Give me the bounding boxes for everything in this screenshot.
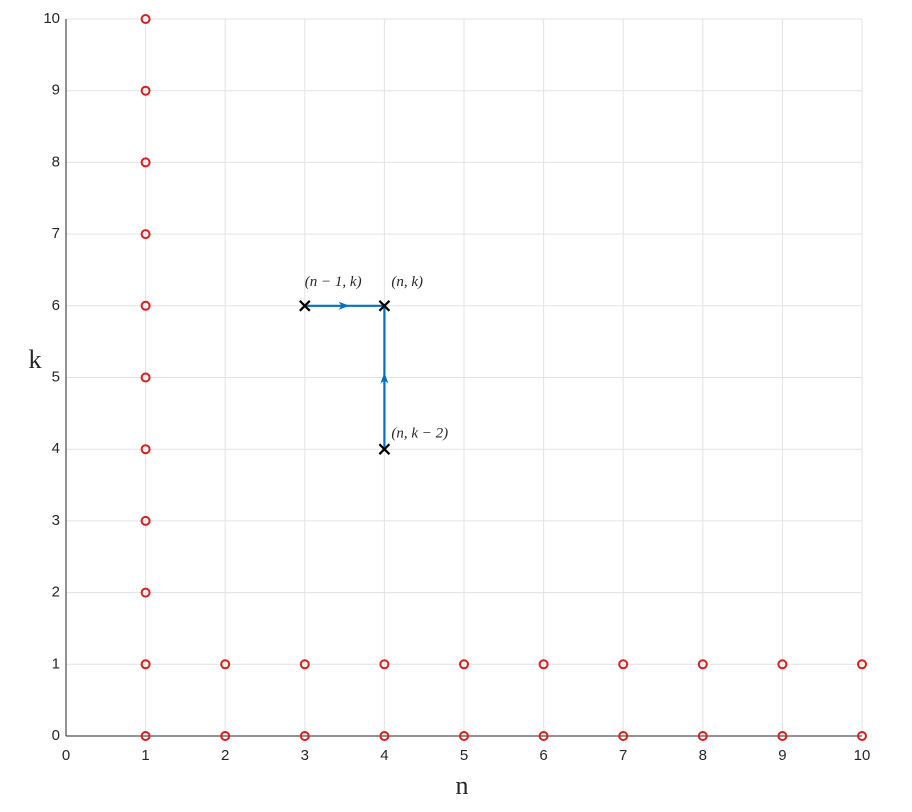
point [140,731,151,741]
point [140,157,151,168]
y-tick-label: 10 [43,10,60,27]
point [220,731,231,741]
point [777,659,788,670]
y-tick-label: 2 [52,584,60,601]
point [379,731,390,741]
y-tick-label: 6 [52,297,60,314]
point [459,731,469,741]
x-tick-label: 8 [699,747,707,764]
point [140,229,151,240]
x-tick-label: 0 [62,747,70,764]
point [378,300,391,312]
point [140,300,151,311]
point [220,659,231,670]
y-axis-label: k [29,345,42,374]
point [777,731,788,741]
point [299,731,310,741]
x-tick-label: 10 [854,747,871,764]
point [857,659,867,670]
point [140,515,151,526]
x-tick-label: 1 [141,747,149,764]
y-tick-label: 9 [52,82,60,99]
point [299,300,311,312]
y-tick-label: 7 [52,225,60,242]
annotation: (n, k − 2) [391,426,448,442]
point [459,659,469,670]
x-tick-label: 3 [301,747,309,764]
annotation: (n, k) [391,274,423,290]
x-tick-label: 6 [539,747,547,764]
y-tick-label: 8 [52,153,60,170]
x-tick-label: 7 [619,747,627,764]
x-axis-label: n [456,771,469,800]
point [140,372,151,383]
arrow-head [338,301,350,310]
y-tick-label: 4 [52,440,60,457]
point [140,14,151,24]
x-tick-label: 4 [380,747,388,764]
y-tick-label: 1 [52,655,60,672]
point [538,731,549,741]
x-tick-label: 9 [778,747,786,764]
point [618,659,629,670]
point [379,659,390,670]
x-tick-label: 5 [460,747,468,764]
y-tick-label: 5 [52,368,60,385]
point [697,731,708,741]
y-tick-label: 3 [52,512,60,529]
point [140,444,151,455]
point [538,659,549,670]
point [857,731,867,741]
point [140,659,151,670]
point [140,85,151,96]
arrow-head [380,372,389,384]
point [697,659,708,670]
x-tick-label: 2 [221,747,229,764]
point [299,659,310,670]
point [618,731,629,741]
annotation: (n − 1, k) [305,274,362,290]
y-tick-label: 0 [52,727,60,744]
point [140,587,151,598]
point [378,443,391,455]
